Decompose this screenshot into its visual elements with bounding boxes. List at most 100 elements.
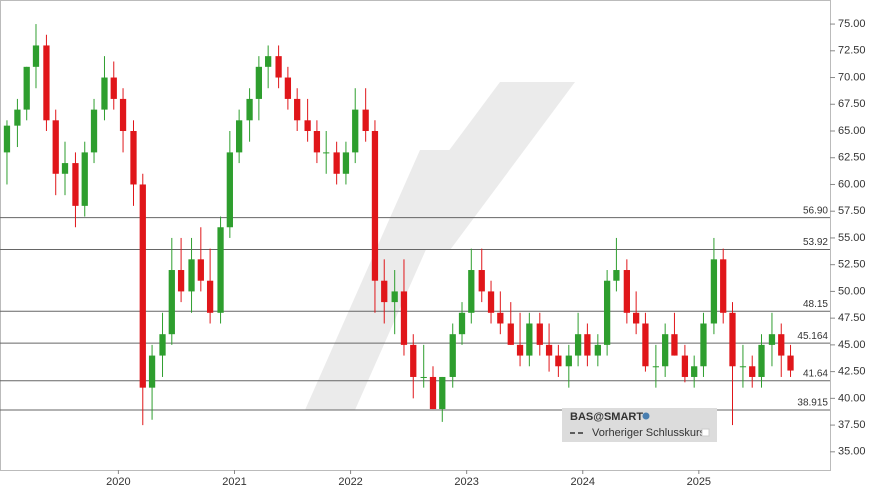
candle-body — [177, 270, 185, 292]
legend-checkbox[interactable] — [701, 428, 710, 437]
y-tick-label: 40.00 — [838, 392, 866, 404]
candle-body — [294, 98, 301, 121]
candle-body — [787, 355, 794, 371]
legend-title: BAS@SMART — [570, 411, 643, 423]
candle-body — [400, 291, 408, 345]
candle-body — [691, 366, 698, 377]
candle-body — [729, 312, 736, 367]
y-tick-label: 35.00 — [838, 446, 866, 458]
candle-body — [565, 355, 572, 367]
level-label: 53.92 — [803, 237, 828, 248]
y-tick-label: 72.50 — [838, 45, 866, 57]
candle-body — [700, 323, 707, 367]
legend-icon — [642, 412, 650, 420]
candle-body — [497, 312, 504, 324]
candle-body — [468, 270, 475, 313]
y-tick-label: 55.00 — [838, 232, 866, 244]
x-tick-label: 2024 — [570, 476, 594, 488]
y-tick-label: 52.50 — [838, 259, 866, 271]
candle-body — [119, 98, 127, 132]
candle-body — [139, 184, 146, 388]
y-tick-label: 65.00 — [838, 125, 866, 137]
candle-body — [778, 334, 785, 356]
candle-body — [43, 45, 50, 121]
x-tick-label: 2025 — [687, 476, 711, 488]
level-label: 56.90 — [803, 205, 828, 216]
candle-body — [429, 376, 437, 410]
candle-body — [168, 270, 175, 335]
y-tick-label: 42.50 — [838, 366, 866, 378]
candle-body — [371, 131, 379, 281]
candle-body — [148, 355, 156, 388]
candle-body — [458, 312, 466, 335]
candle-body — [487, 291, 495, 313]
y-tick-label: 50.00 — [838, 285, 866, 297]
candle-body — [478, 270, 485, 292]
candle-body — [603, 280, 611, 345]
y-tick-label: 70.00 — [838, 71, 866, 83]
candle-body — [90, 109, 98, 153]
candle-body — [81, 152, 88, 206]
candle-body — [545, 344, 553, 356]
y-tick-label: 75.00 — [838, 18, 866, 30]
candle-body — [110, 77, 117, 99]
chart-content: 35.00 37.50 40.00 42.50 45.00 47.50 50.00 52.50… — [0, 18, 866, 488]
candle-body — [284, 77, 292, 99]
x-tick-label: 2023 — [454, 476, 478, 488]
candle-body — [265, 56, 272, 67]
candle-body — [23, 66, 30, 110]
candle-body — [14, 109, 21, 126]
y-tick-label: 37.50 — [838, 419, 866, 431]
candle-body — [352, 109, 359, 153]
candle-body — [3, 125, 11, 153]
candle-body — [681, 355, 689, 377]
candle-body — [613, 270, 620, 281]
candle-body — [526, 323, 533, 356]
candle-body — [130, 131, 137, 185]
y-tick-label: 67.50 — [838, 98, 866, 110]
candle-body — [420, 376, 427, 378]
candle-body — [739, 366, 747, 368]
y-tick-label: 47.50 — [838, 312, 866, 324]
candle-body — [536, 323, 543, 345]
x-tick-label: 2020 — [106, 476, 130, 488]
candle-body — [206, 280, 214, 313]
candle-body — [313, 131, 321, 153]
candle-body — [749, 366, 756, 377]
candle-body — [516, 344, 524, 356]
candle-body — [439, 376, 446, 410]
y-tick-label: 62.50 — [838, 152, 866, 164]
level-label: 41.64 — [803, 368, 828, 379]
candle-body — [449, 334, 456, 377]
legend: BAS@SMART Vorheriger Schlusskurs — [562, 408, 717, 442]
candle-body — [710, 259, 718, 324]
candle-body — [61, 163, 69, 174]
candle-body — [342, 152, 350, 174]
candle-body — [720, 259, 727, 313]
legend-box — [562, 408, 717, 442]
watermark — [305, 82, 575, 410]
candle-body — [507, 323, 514, 345]
y-tick-label: 57.50 — [838, 205, 866, 217]
candle-body — [217, 227, 224, 313]
candle-body — [758, 344, 765, 377]
candle-body — [188, 259, 195, 292]
candle-body — [584, 334, 591, 356]
candle-body — [555, 355, 562, 367]
candle-body — [623, 270, 630, 313]
candle-body — [255, 66, 263, 99]
x-tick-label: 2021 — [222, 476, 246, 488]
candle-body — [768, 334, 776, 345]
legend-label: Vorheriger Schlusskurs — [592, 427, 706, 439]
candle-body — [594, 344, 601, 356]
candle-body — [410, 344, 417, 377]
candle-body — [633, 312, 640, 324]
candle-body — [246, 98, 253, 121]
candle-body — [32, 45, 40, 67]
candle-body — [662, 334, 669, 367]
candle-body — [72, 163, 79, 206]
y-tick-label: 45.00 — [838, 339, 866, 351]
candle-body — [652, 366, 660, 368]
candle-body — [333, 152, 340, 174]
